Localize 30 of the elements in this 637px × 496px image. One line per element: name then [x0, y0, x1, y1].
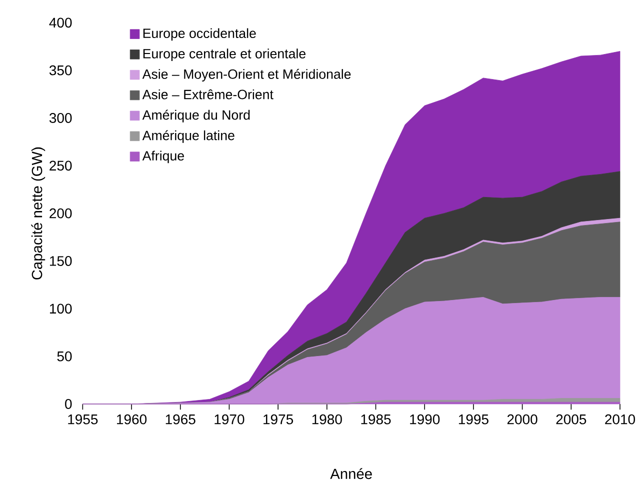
y-tick-label: 200 [50, 208, 72, 218]
x-tick-label: 1975 [264, 414, 294, 424]
x-tick-label: 2000 [507, 414, 538, 424]
x-tick-label: 2005 [556, 414, 586, 424]
legend-label: Amérique latine [142, 130, 234, 143]
legend-label: Afrique [142, 150, 184, 164]
x-tick-label: 1965 [166, 414, 196, 424]
x-tick-label: 1995 [458, 414, 488, 424]
y-tick-label: 0 [65, 399, 72, 409]
y-tick-label: 300 [49, 113, 72, 123]
y-tick-label: 250 [50, 160, 72, 171]
x-tick-label: 1955 [68, 414, 98, 424]
y-axis-title: Capacité nette (GW) [31, 147, 46, 280]
legend-label: Asie – Moyen-Orient et Méridionale [142, 68, 351, 82]
x-tick-label: 1985 [361, 414, 391, 424]
legend-label: Asie – Extrême-Orient [142, 89, 274, 100]
x-axis-title: Année [330, 468, 372, 480]
legend-label: Amérique du Nord [142, 110, 250, 122]
y-tick-label: 100 [50, 304, 72, 314]
y-tick-label: 400 [49, 18, 72, 28]
legend-label: Europe centrale et orientale [143, 48, 306, 62]
legend-label: Europe occidentale [143, 28, 256, 41]
x-tick-label: 1980 [312, 414, 342, 424]
x-tick-label: 1970 [214, 414, 244, 424]
y-tick-label: 350 [49, 65, 72, 76]
x-tick-label: 1990 [410, 414, 440, 424]
y-tick-label: 50 [57, 351, 72, 362]
y-tick-label: 150 [50, 256, 72, 266]
x-tick-label: 1960 [117, 414, 147, 424]
x-tick-label: 2010 [605, 414, 636, 424]
